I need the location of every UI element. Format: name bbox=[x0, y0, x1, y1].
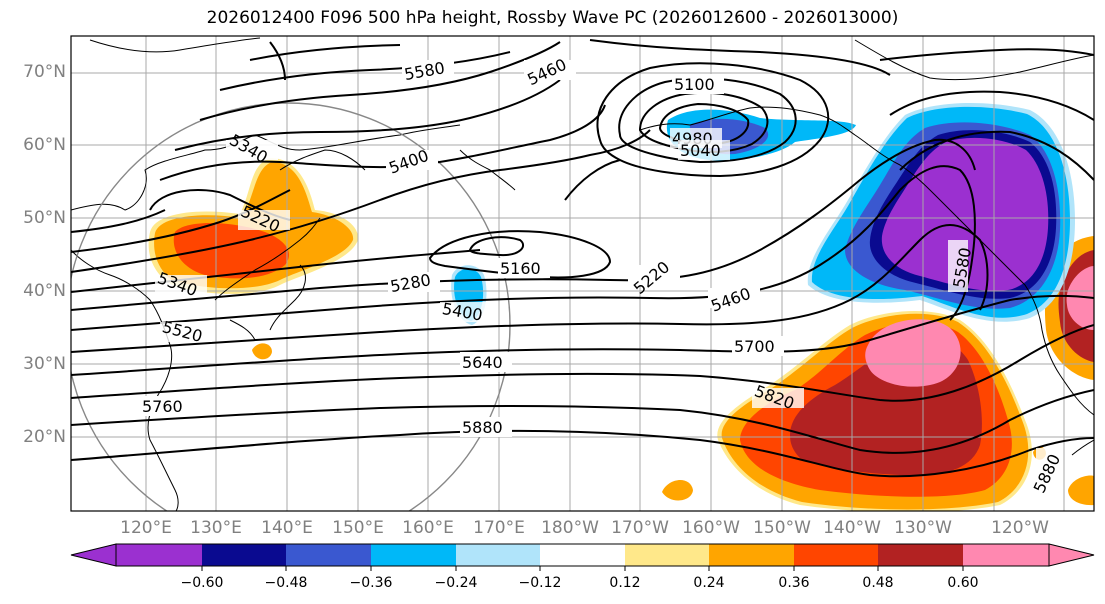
contour-label: 5760 bbox=[142, 397, 183, 416]
lon-label: 150°E bbox=[332, 518, 384, 538]
colorbar-segment bbox=[371, 544, 456, 566]
contour-label: 5880 bbox=[462, 418, 503, 437]
colorbar-tick-label: 0.48 bbox=[862, 575, 894, 591]
colorbar-segment bbox=[963, 544, 1049, 566]
anomaly-patch-east bbox=[662, 480, 693, 501]
lat-label: 20°N bbox=[23, 427, 66, 447]
lon-label: 120°W bbox=[991, 518, 1049, 538]
colorbar-segment bbox=[540, 544, 625, 566]
map-frame bbox=[70, 35, 1095, 512]
map-plot-area: 5580 5460 5160 5100 4980 5040 5340 5400 … bbox=[71, 36, 1094, 511]
coastlines bbox=[71, 37, 1094, 511]
lat-label: 50°N bbox=[23, 208, 66, 228]
lon-label: 120°E bbox=[120, 518, 172, 538]
lon-label: 170°W bbox=[611, 518, 669, 538]
colorbar-tick-label: 0.36 bbox=[778, 575, 810, 591]
contour-label: 5040 bbox=[680, 141, 721, 160]
colorbar-tick-label: 0.12 bbox=[609, 575, 641, 591]
anomaly-patch-east bbox=[1068, 475, 1094, 506]
height-contours bbox=[71, 39, 1094, 478]
colorbar-tick-label: 0.24 bbox=[693, 575, 725, 591]
colorbar-segment bbox=[878, 544, 963, 566]
colorbar-min-extend bbox=[70, 543, 117, 567]
lon-label: 140°W bbox=[823, 518, 881, 538]
anomaly-patch-small bbox=[252, 343, 272, 360]
anomaly-patch-pacific bbox=[865, 319, 961, 387]
lat-label: 30°N bbox=[23, 354, 66, 374]
colorbar-tick-label: −0.60 bbox=[180, 575, 224, 591]
positive-anomaly-shading bbox=[148, 158, 1094, 511]
anomaly-patch-east bbox=[1066, 266, 1094, 330]
lat-label: 60°N bbox=[23, 135, 66, 155]
lon-label: 160°W bbox=[682, 518, 740, 538]
lat-label: 40°N bbox=[23, 281, 66, 301]
contour-label: 5640 bbox=[462, 353, 503, 372]
colorbar-tick-label: −0.48 bbox=[264, 575, 308, 591]
lon-label: 160°E bbox=[402, 518, 454, 538]
colorbar-segment bbox=[286, 544, 371, 566]
lon-label: 150°W bbox=[753, 518, 811, 538]
lon-label: 170°E bbox=[473, 518, 525, 538]
colorbar-segment bbox=[625, 544, 709, 566]
contour-label-group: 5580 5460 5160 5100 4980 5040 5340 5400 … bbox=[140, 55, 1064, 496]
lat-label: 70°N bbox=[23, 62, 66, 82]
contour-label: 5700 bbox=[734, 337, 775, 356]
colorbar-segment bbox=[794, 544, 878, 566]
colorbar-tick-label: −0.36 bbox=[349, 575, 393, 591]
graticule bbox=[71, 36, 1094, 511]
colorbar-tick-label: −0.24 bbox=[434, 575, 478, 591]
colorbar-tick-label: −0.12 bbox=[518, 575, 562, 591]
contour-label: 5160 bbox=[500, 259, 541, 278]
colorbar-max-extend bbox=[1048, 543, 1095, 567]
lon-label: 140°E bbox=[261, 518, 313, 538]
lon-label: 180°W bbox=[541, 518, 599, 538]
lon-label: 130°E bbox=[190, 518, 242, 538]
contour-label: 5100 bbox=[674, 75, 715, 94]
colorbar-tick-label: 0.60 bbox=[947, 575, 979, 591]
colorbar-segment bbox=[456, 544, 540, 566]
colorbar-segment bbox=[202, 544, 286, 566]
colorbar-segment bbox=[116, 544, 202, 566]
colorbar-segment bbox=[709, 544, 794, 566]
lon-label: 130°W bbox=[894, 518, 952, 538]
map-title: 2026012400 F096 500 hPa height, Rossby W… bbox=[206, 8, 899, 28]
colorbar bbox=[70, 543, 1095, 571]
